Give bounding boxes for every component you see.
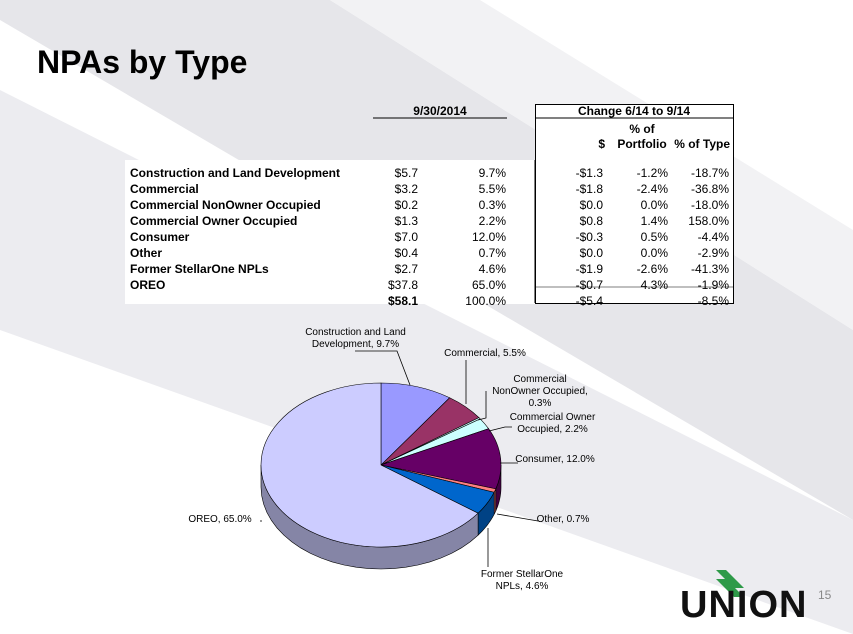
data-label: Commercial, 5.5% xyxy=(444,348,526,359)
pie xyxy=(260,382,502,570)
cell: -4.4% xyxy=(697,230,729,244)
cell: $0.4 xyxy=(394,246,418,260)
cell: -18.0% xyxy=(690,198,729,212)
slice xyxy=(380,382,451,466)
logo-mark xyxy=(716,570,744,597)
cell: 0.7% xyxy=(478,246,506,260)
row-label: Consumer xyxy=(130,230,190,244)
data-label: Commercial Owner Occupied, 2.2% xyxy=(509,412,596,435)
title: NPAs by Type xyxy=(37,44,248,80)
cell: -$0.3 xyxy=(575,230,603,244)
row-label: OREO xyxy=(130,278,166,292)
row-label: Other xyxy=(130,246,163,260)
data-label: Consumer, 12.0% xyxy=(515,454,595,465)
column-header: % of Portfolio xyxy=(617,122,667,151)
leader-line xyxy=(355,350,411,386)
data-label: OREO, 65.0% xyxy=(188,514,252,525)
cell: 65.0% xyxy=(471,278,506,292)
leader-line xyxy=(488,426,512,432)
cell: 0.5% xyxy=(640,230,668,244)
row-label: Commercial Owner Occupied xyxy=(130,214,298,228)
group-header: 9/30/2014 xyxy=(413,104,467,118)
cell: $0.0 xyxy=(579,198,603,212)
cell: 158.0% xyxy=(688,214,729,228)
leader-line xyxy=(477,391,487,421)
group-header: Change 6/14 to 9/14 xyxy=(577,104,691,118)
data-label: Commercial NonOwner Occupied, 0.3% xyxy=(492,374,588,409)
data-label: Other, 0.7% xyxy=(536,514,590,525)
leaders xyxy=(260,350,539,567)
cell: -$1.9 xyxy=(575,262,603,276)
cell: 4.6% xyxy=(478,262,506,276)
cell: -36.8% xyxy=(690,182,729,196)
total: -$5.4 xyxy=(575,294,603,308)
cell: $0.8 xyxy=(579,214,603,228)
cell: -2.4% xyxy=(636,182,668,196)
column-header: % of Type xyxy=(674,137,730,151)
data-label: Former StellarOne NPLs, 4.6% xyxy=(480,569,564,592)
row-label: Commercial xyxy=(130,182,199,196)
cell: 4.3% xyxy=(640,278,668,292)
cell: -2.9% xyxy=(697,246,729,260)
cell: -$0.7 xyxy=(575,278,603,292)
change-box xyxy=(535,104,734,304)
logo: UNION xyxy=(680,584,808,626)
cell: -1.9% xyxy=(697,278,729,292)
slice xyxy=(260,382,479,548)
cell: 2.2% xyxy=(478,214,506,228)
row-label: Former StellarOne NPLs xyxy=(130,262,269,276)
cell: $1.3 xyxy=(394,214,418,228)
total: $58.1 xyxy=(387,294,418,308)
cell: 12.0% xyxy=(471,230,506,244)
cell: 0.0% xyxy=(640,198,668,212)
cell: -$1.8 xyxy=(575,182,603,196)
leader-line xyxy=(496,513,539,522)
cell: -18.7% xyxy=(690,166,729,180)
total: 100.0% xyxy=(465,294,506,308)
cell: $0.0 xyxy=(579,246,603,260)
cell: -41.3% xyxy=(690,262,729,276)
row-label: Construction and Land Development xyxy=(130,166,341,180)
table-bg xyxy=(125,160,535,304)
total: -8.5% xyxy=(697,294,729,308)
row-label: Commercial NonOwner Occupied xyxy=(130,198,321,212)
cell: -2.6% xyxy=(636,262,668,276)
cell: -$1.3 xyxy=(575,166,603,180)
cell: $2.7 xyxy=(394,262,418,276)
cell: 0.0% xyxy=(640,246,668,260)
page-number: 15 xyxy=(818,588,832,602)
cell: 9.7% xyxy=(478,166,506,180)
data-label: Construction and Land Development, 9.7% xyxy=(305,327,406,350)
cell: 0.3% xyxy=(478,198,506,212)
column-header: $ xyxy=(598,137,605,151)
cell: $37.8 xyxy=(387,278,418,292)
cell: $7.0 xyxy=(394,230,418,244)
cell: $5.7 xyxy=(394,166,418,180)
cell: $0.2 xyxy=(394,198,418,212)
cell: $3.2 xyxy=(394,182,418,196)
cell: 1.4% xyxy=(640,214,668,228)
cell: 5.5% xyxy=(478,182,506,196)
cell: -1.2% xyxy=(636,166,668,180)
